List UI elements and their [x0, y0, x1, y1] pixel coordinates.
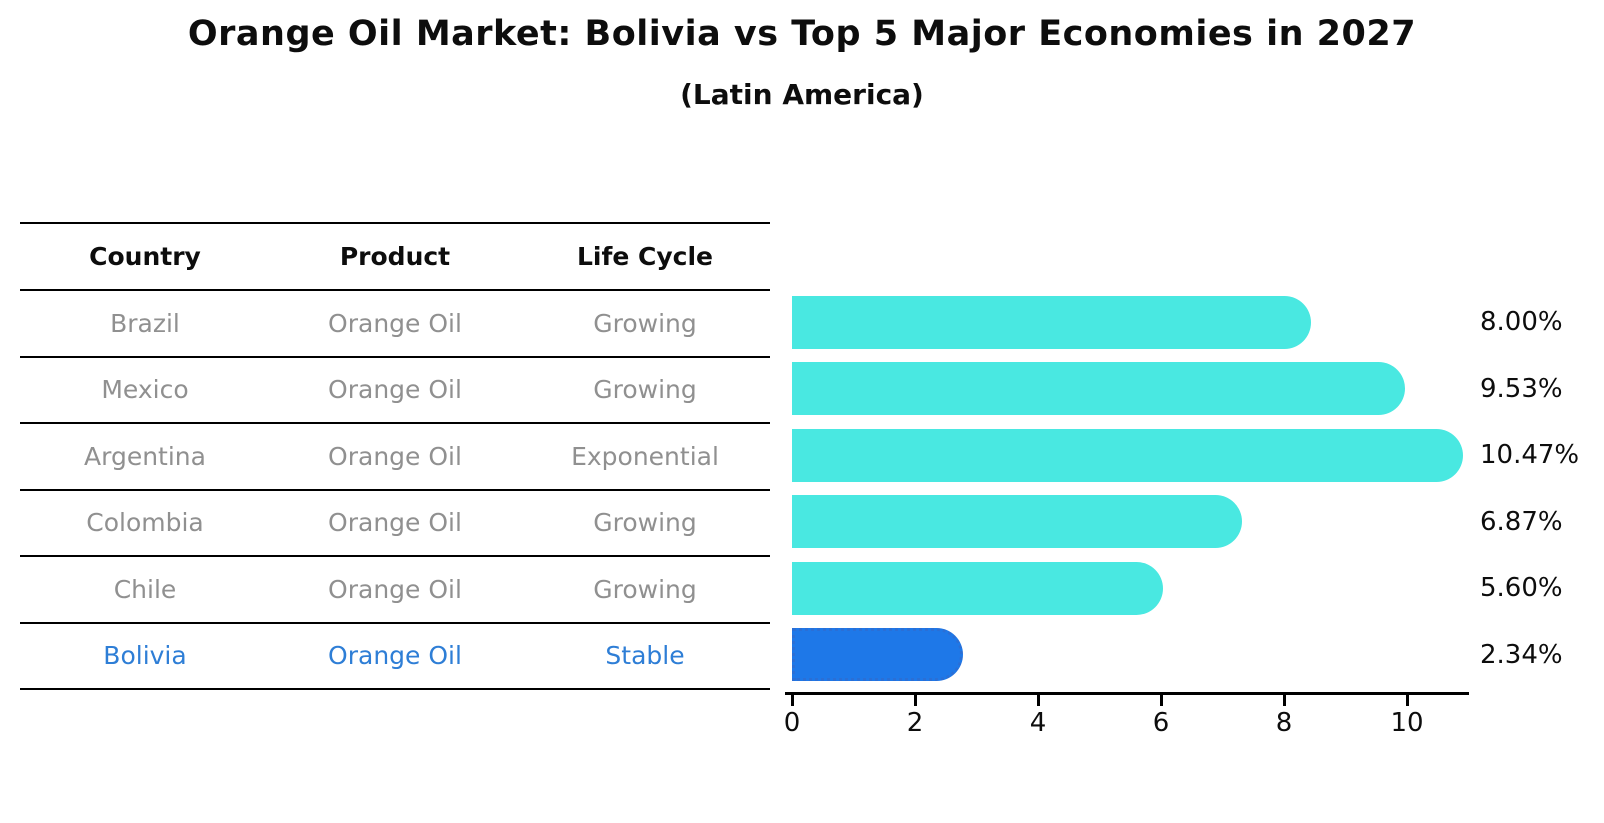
bar-value-labels: 8.00% 9.53% 10.47% 6.87% 5.60% 2.34% [1480, 289, 1579, 688]
cell-lifecycle: Growing [593, 508, 697, 538]
column-header-country: Country [89, 242, 201, 271]
table-row-bolivia: Bolivia Orange Oil Stable [20, 621, 770, 689]
x-axis-ticks: 0 2 4 6 8 10 [784, 692, 1492, 752]
bar-argentina [792, 428, 1463, 482]
table-header-row: Country Product Life Cycle [20, 222, 770, 289]
tick-label: 10 [1390, 708, 1424, 738]
tick-mark [1159, 695, 1163, 706]
cell-product: Orange Oil [328, 375, 462, 405]
table-row-argentina: Argentina Orange Oil Exponential [20, 422, 770, 489]
page-title: Orange Oil Market: Bolivia vs Top 5 Majo… [187, 14, 1417, 54]
country-table: Country Product Life Cycle Brazil Orange… [20, 222, 770, 690]
bar-chart-plot-area [792, 289, 1492, 688]
table-row-brazil: Brazil Orange Oil Growing [20, 289, 770, 356]
tick-mark [913, 695, 917, 706]
tick-label: 6 [1152, 708, 1170, 738]
cell-country: Brazil [110, 308, 180, 338]
table-row-colombia: Colombia Orange Oil Growing [20, 488, 770, 556]
cell-country: Colombia [86, 508, 204, 538]
cell-lifecycle: Growing [593, 308, 697, 338]
cell-product: Orange Oil [328, 574, 462, 604]
tick-mark [1405, 695, 1409, 706]
bar-bolivia-highlighted [792, 628, 963, 682]
tick-label: 0 [783, 708, 801, 738]
value-label-bolivia: 2.34% [1480, 639, 1563, 670]
cell-country: Bolivia [103, 641, 187, 671]
cell-lifecycle: Growing [593, 375, 697, 405]
value-label-colombia: 6.87% [1480, 506, 1563, 537]
tick-label: 4 [1029, 708, 1047, 738]
table-row-mexico: Mexico Orange Oil Growing [20, 355, 770, 423]
cell-lifecycle: Exponential [571, 441, 719, 471]
cell-country: Argentina [84, 441, 206, 471]
bar-mexico [792, 362, 1406, 416]
column-header-lifecycle: Life Cycle [576, 242, 714, 271]
cell-country: Mexico [101, 375, 189, 405]
cell-country: Chile [113, 574, 177, 604]
tick-mark [1036, 695, 1040, 706]
value-label-brazil: 8.00% [1480, 307, 1563, 338]
value-label-mexico: 9.53% [1480, 373, 1563, 404]
cell-product: Orange Oil [328, 308, 462, 338]
bar-brazil [792, 295, 1311, 349]
cell-product: Orange Oil [328, 508, 462, 538]
cell-lifecycle: Growing [593, 574, 697, 604]
value-label-argentina: 10.47% [1480, 440, 1580, 471]
x-axis-line [785, 692, 1469, 695]
tick-mark [790, 695, 794, 706]
column-header-product: Product [339, 242, 451, 271]
cell-product: Orange Oil [328, 441, 462, 471]
bar-colombia [792, 495, 1242, 549]
cell-product: Orange Oil [328, 641, 462, 671]
bar-chile [792, 561, 1164, 615]
tick-label: 2 [906, 708, 924, 738]
tick-label: 8 [1275, 708, 1293, 738]
page-subtitle: (Latin America) [680, 78, 924, 111]
tick-mark [1282, 695, 1286, 706]
value-label-chile: 5.60% [1480, 573, 1563, 604]
table-row-chile: Chile Orange Oil Growing [20, 555, 770, 622]
cell-lifecycle: Stable [605, 641, 685, 671]
